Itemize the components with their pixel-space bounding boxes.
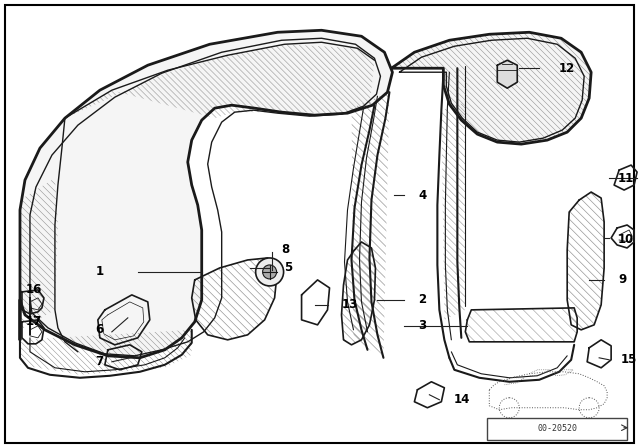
Text: 9: 9 <box>618 273 627 286</box>
Text: 3: 3 <box>419 319 426 332</box>
Text: 12: 12 <box>558 62 575 75</box>
Circle shape <box>262 265 276 279</box>
Text: 17: 17 <box>26 315 42 328</box>
Polygon shape <box>392 32 591 144</box>
Text: 00-20520: 00-20520 <box>537 424 577 433</box>
Text: 15: 15 <box>621 353 637 366</box>
Text: 5: 5 <box>284 262 292 275</box>
Text: 4: 4 <box>419 189 427 202</box>
Text: 10: 10 <box>618 233 634 246</box>
Text: 16: 16 <box>26 284 42 297</box>
Text: 7: 7 <box>96 355 104 368</box>
Text: 14: 14 <box>453 393 470 406</box>
Polygon shape <box>20 30 392 358</box>
Text: 11: 11 <box>618 172 634 185</box>
Text: 2: 2 <box>419 293 426 306</box>
Text: 8: 8 <box>282 243 290 256</box>
Text: 13: 13 <box>342 298 358 311</box>
Circle shape <box>255 258 284 286</box>
Bar <box>487 418 627 439</box>
Text: 6: 6 <box>95 323 104 336</box>
Text: 1: 1 <box>96 265 104 278</box>
Polygon shape <box>497 60 517 88</box>
